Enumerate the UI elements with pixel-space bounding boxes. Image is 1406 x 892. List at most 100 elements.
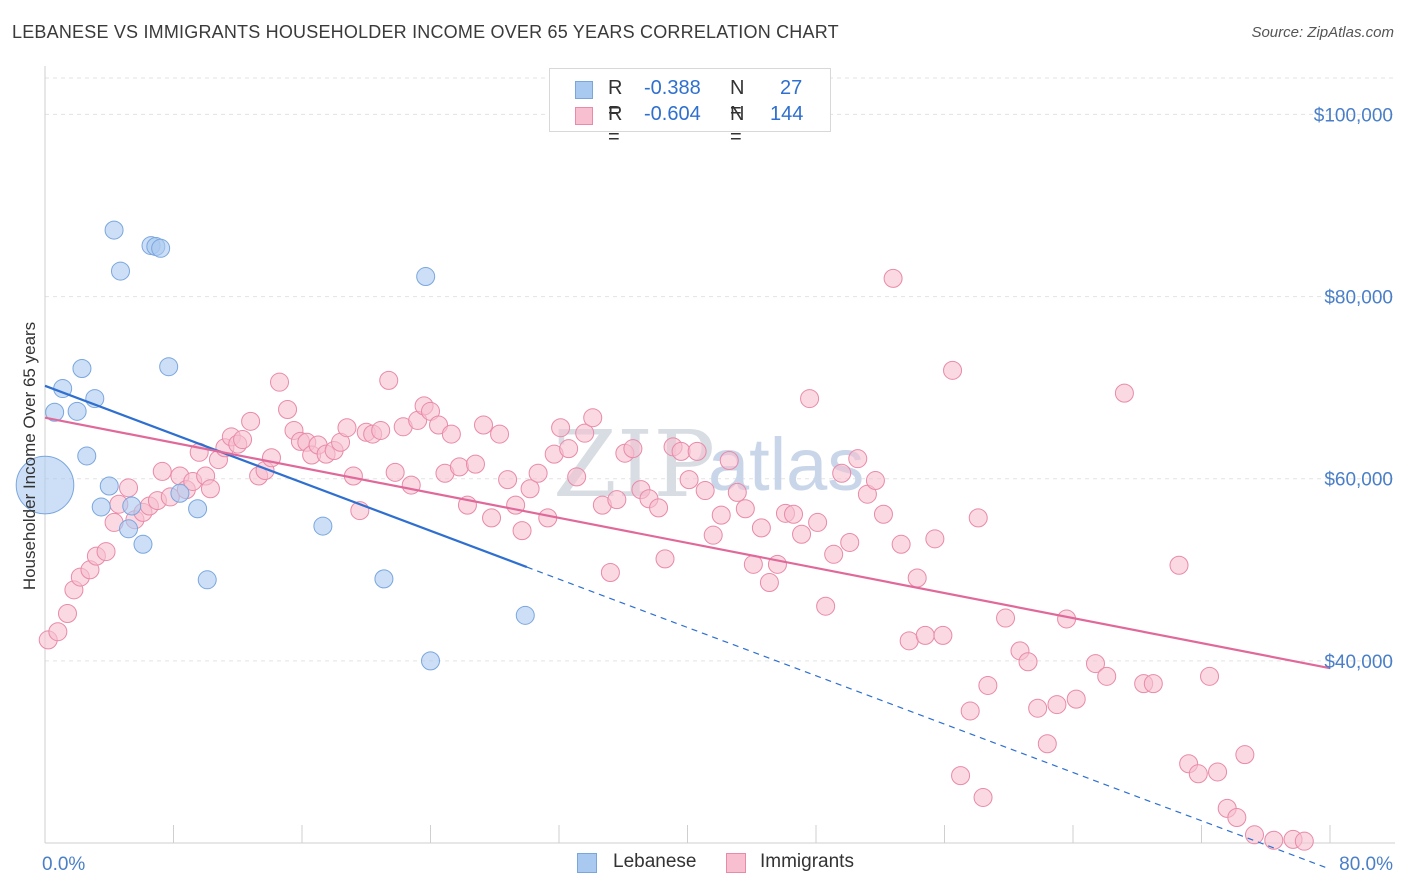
immigrants-point <box>951 766 971 786</box>
legend-r-value: -0.604 <box>644 103 701 125</box>
immigrants-point <box>623 439 643 459</box>
series-lebanese <box>15 220 535 671</box>
chart-title: LEBANESE VS IMMIGRANTS HOUSEHOLDER INCOM… <box>12 22 839 42</box>
immigrants-point <box>1018 652 1038 672</box>
x-tick-label-min: 0.0% <box>42 854 85 875</box>
immigrants-point <box>784 504 804 524</box>
lebanese-point <box>77 446 97 466</box>
lebanese-point <box>170 483 190 503</box>
immigrants-point <box>687 441 707 461</box>
bottom-legend-label-lebanese: Lebanese <box>613 851 697 872</box>
source-label: Source: ZipAtlas.com <box>1251 24 1394 41</box>
y-tick-label: $60,000 <box>1324 470 1393 491</box>
immigrants-point <box>800 389 820 409</box>
immigrants-point <box>474 415 494 435</box>
y-tick-label: $80,000 <box>1324 288 1393 309</box>
correlation-legend: R = -0.388 N = 27 R = -0.604 N = 144 <box>549 68 831 148</box>
lebanese-point <box>110 261 130 281</box>
lebanese-point <box>15 455 75 515</box>
axes <box>44 66 1395 844</box>
immigrants-point <box>96 542 116 562</box>
immigrants-point <box>960 701 980 721</box>
trend-line-immigrants <box>44 416 1331 670</box>
immigrants-point <box>520 479 540 499</box>
lebanese-point <box>45 402 65 422</box>
immigrants-point <box>1028 698 1048 718</box>
x-tick-label-max: 80.0% <box>1339 854 1393 875</box>
immigrants-point <box>1097 666 1117 686</box>
immigrants-point <box>583 408 603 428</box>
immigrants-point <box>899 631 919 651</box>
immigrants-point <box>968 508 988 528</box>
legend-r-value: -0.388 <box>644 77 701 99</box>
lebanese-point <box>151 238 171 258</box>
immigrants-point <box>655 549 675 569</box>
lebanese-point <box>515 605 535 625</box>
immigrants-point <box>873 504 893 524</box>
immigrants-point <box>727 482 747 502</box>
immigrants-point <box>883 268 903 288</box>
immigrants-point <box>767 554 787 574</box>
legend-r-label: R = <box>608 103 623 148</box>
immigrants-point <box>1188 764 1208 784</box>
immigrants-point <box>832 463 852 483</box>
immigrants-point <box>278 400 298 419</box>
immigrants-point <box>1200 666 1220 686</box>
lebanese-point <box>99 476 119 496</box>
immigrants-point <box>1169 555 1189 575</box>
y-axis-label: Householder Income Over 65 years <box>20 322 39 590</box>
immigrants-point <box>551 418 571 438</box>
axis-labels: $40,000 $60,000 $80,000 $100,000 0.0% 80.0% Ho… <box>20 105 1393 875</box>
immigrants-point <box>152 461 172 481</box>
immigrants-point <box>695 481 715 501</box>
immigrants-point <box>385 462 405 482</box>
immigrants-point <box>943 360 963 380</box>
immigrants-point <box>925 529 945 549</box>
lebanese-point <box>122 496 142 516</box>
series-immigrants <box>38 268 1314 851</box>
lebanese-point <box>421 651 440 671</box>
immigrants-point <box>1245 825 1265 845</box>
lebanese-point <box>72 359 92 379</box>
immigrants-point <box>824 544 844 564</box>
immigrants-point <box>270 372 290 392</box>
immigrants-point <box>1294 831 1314 851</box>
lebanese-point <box>67 401 87 421</box>
immigrants-point <box>891 534 911 554</box>
immigrants-point <box>996 608 1016 628</box>
immigrants-point <box>575 423 595 443</box>
lebanese-point <box>374 569 394 589</box>
legend-n-label: N = <box>730 77 745 122</box>
bottom-legend-label-immigrants: Immigrants <box>760 851 854 872</box>
legend-swatch-lebanese <box>575 81 593 99</box>
lebanese-point <box>416 267 436 287</box>
immigrants-point <box>848 449 868 469</box>
immigrants-point <box>1085 654 1105 674</box>
lebanese-point <box>104 220 124 240</box>
immigrants-point <box>241 411 261 431</box>
bottom-legend-swatch-lebanese <box>577 853 597 873</box>
immigrants-point <box>337 418 357 438</box>
immigrants-point <box>1037 734 1057 754</box>
immigrants-point <box>1066 689 1086 709</box>
legend-n-value: 27 <box>780 77 803 99</box>
immigrants-point <box>711 505 731 525</box>
immigrants-point <box>751 518 771 538</box>
lebanese-point <box>159 357 179 377</box>
immigrants-point <box>119 478 139 498</box>
immigrants-point <box>907 568 927 588</box>
immigrants-point <box>1208 762 1228 782</box>
lebanese-point <box>119 519 139 539</box>
immigrants-point <box>679 470 699 490</box>
immigrants-point <box>607 490 627 510</box>
immigrants-point <box>703 525 723 545</box>
immigrants-point <box>528 463 548 483</box>
immigrants-point <box>865 471 885 491</box>
immigrants-point <box>1114 383 1134 403</box>
immigrants-point <box>233 430 253 450</box>
immigrants-point <box>490 424 510 444</box>
immigrants-point <box>48 622 68 642</box>
legend-n-label: N = <box>730 103 745 148</box>
immigrants-point <box>759 573 779 593</box>
